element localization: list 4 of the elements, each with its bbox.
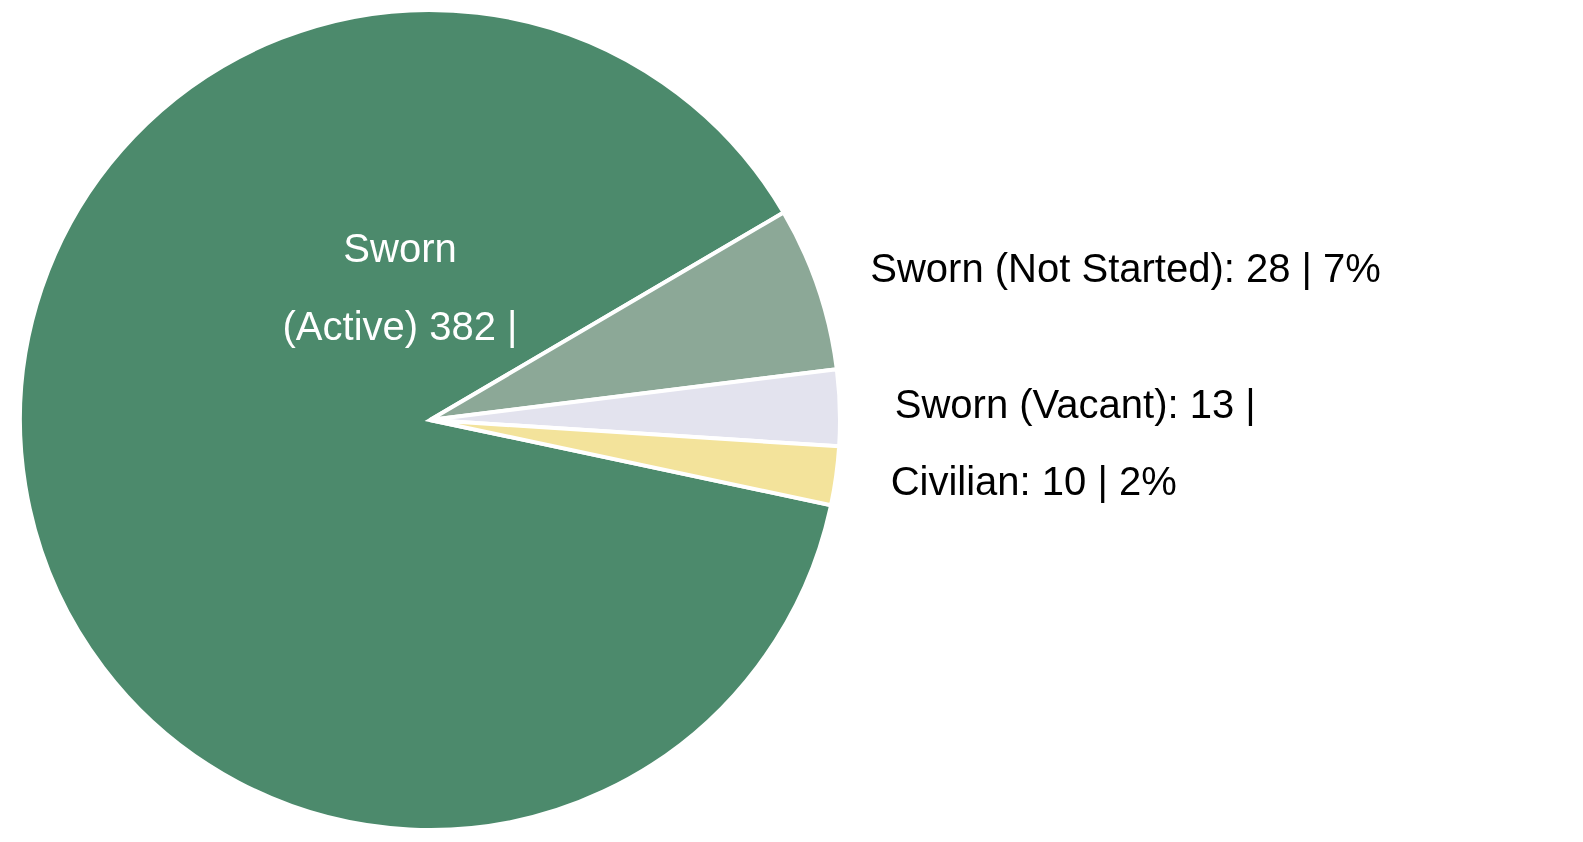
slice-label: Sworn (Not Started): 28 | 7% — [870, 246, 1381, 291]
slice-label: Sworn (Vacant): 13 | — [894, 382, 1256, 427]
slice-label: Sworn (Active) 382 | — [282, 226, 518, 348]
slice-label: Civilian: 10 | 2% — [890, 459, 1177, 504]
